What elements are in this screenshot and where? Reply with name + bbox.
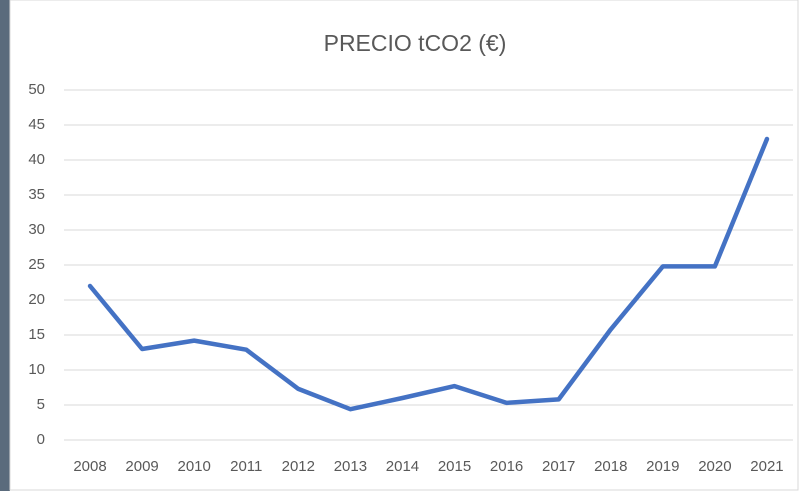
y-tick-label: 30 — [28, 221, 45, 238]
y-tick-label: 40 — [28, 151, 45, 168]
x-tick-label: 2011 — [230, 458, 262, 475]
chart-frame — [10, 0, 798, 490]
x-tick-label: 2008 — [73, 458, 106, 475]
x-tick-label: 2009 — [125, 458, 158, 475]
x-tick-label: 2012 — [282, 458, 315, 475]
x-tick-label: 2015 — [438, 458, 471, 475]
x-tick-label: 2017 — [542, 458, 575, 475]
y-tick-label: 10 — [28, 361, 45, 378]
chart-title: PRECIO tCO2 (€) — [324, 30, 507, 56]
chart: PRECIO tCO2 (€) 0 5 10 15 20 25 30 35 40 45 50 2008… — [0, 0, 799, 491]
x-tick-label: 2016 — [490, 458, 523, 475]
y-tick-label: 0 — [37, 431, 45, 448]
x-tick-label: 2018 — [594, 458, 627, 475]
x-tick-label: 2021 — [750, 458, 783, 475]
y-tick-label: 50 — [28, 81, 45, 98]
y-tick-label: 20 — [28, 291, 45, 308]
x-tick-label: 2019 — [646, 458, 679, 475]
x-tick-label: 2010 — [177, 458, 210, 475]
y-tick-label: 25 — [28, 256, 45, 273]
x-tick-label: 2014 — [386, 458, 419, 475]
background-strip — [0, 0, 10, 491]
y-tick-label: 45 — [28, 116, 45, 133]
x-tick-label: 2013 — [334, 458, 367, 475]
page: {"chart_data": {"type": "line", "title":… — [0, 0, 799, 491]
y-tick-label: 5 — [37, 396, 45, 413]
y-tick-label: 15 — [28, 326, 45, 343]
y-tick-label: 35 — [28, 186, 45, 203]
x-tick-label: 2020 — [698, 458, 731, 475]
